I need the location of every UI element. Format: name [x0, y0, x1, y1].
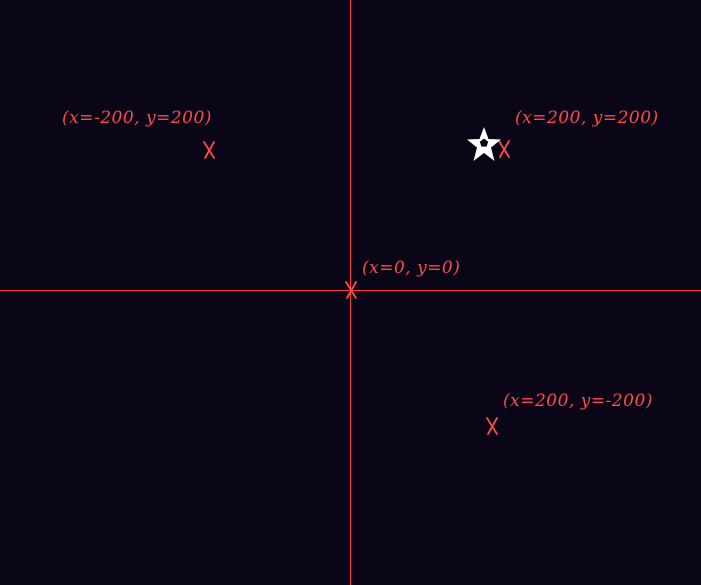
- star-icon[interactable]: [464, 125, 504, 165]
- x-marker-icon: [497, 139, 511, 159]
- coord-label-top-right: (x=200, y=200): [515, 108, 659, 128]
- x-marker-icon: [344, 280, 358, 300]
- x-marker-icon: [202, 140, 216, 160]
- coord-label-origin: (x=0, y=0): [362, 258, 461, 278]
- coord-label-top-left: (x=-200, y=200): [62, 108, 212, 128]
- coord-label-bottom-right: (x=200, y=-200): [503, 391, 653, 411]
- x-marker-icon: [485, 416, 499, 436]
